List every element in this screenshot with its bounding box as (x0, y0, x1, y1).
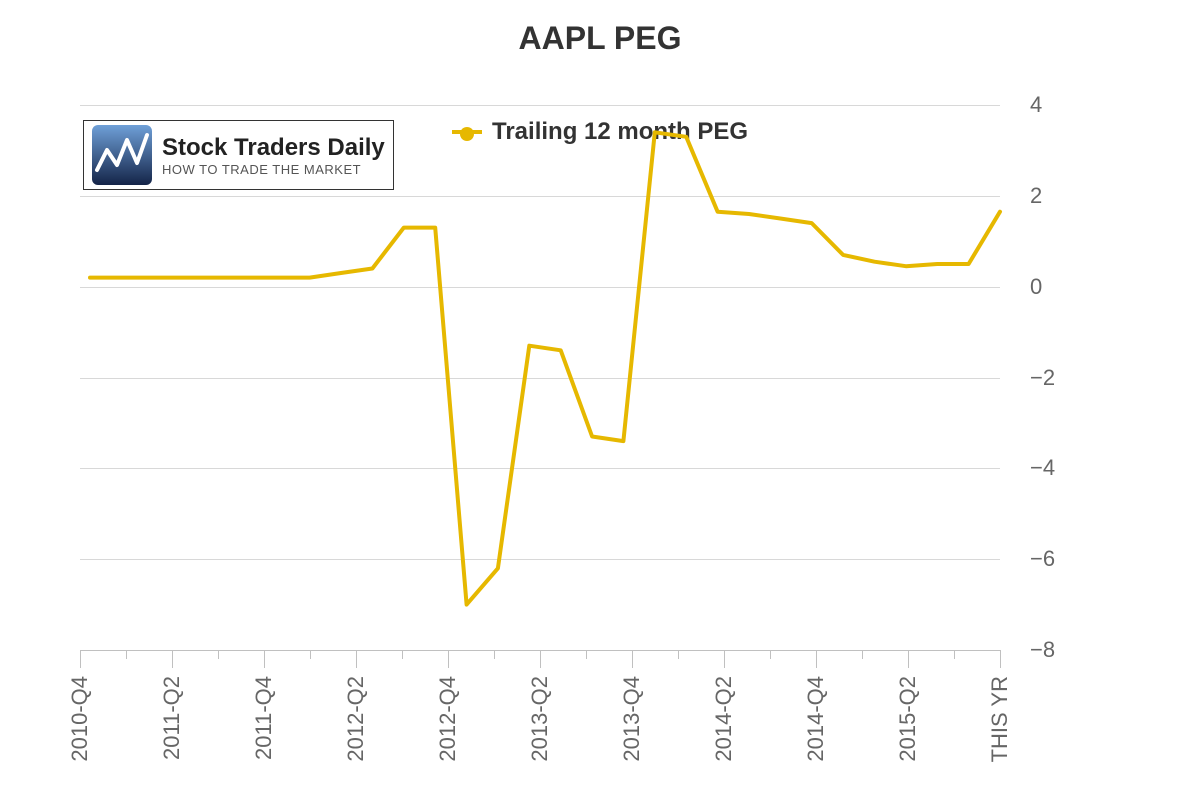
y-tick-label: −2 (1030, 365, 1055, 391)
x-tick-major (264, 650, 265, 668)
series-line-trailing-12m-peg (90, 132, 1000, 604)
y-tick-label: 0 (1030, 274, 1042, 300)
x-tick-label: 2012-Q2 (343, 676, 369, 762)
x-tick-minor (310, 650, 311, 659)
x-tick-minor (862, 650, 863, 659)
x-tick-minor (678, 650, 679, 659)
x-tick-major (816, 650, 817, 668)
x-tick-minor (218, 650, 219, 659)
x-tick-major (356, 650, 357, 668)
x-tick-label: 2014-Q4 (803, 676, 829, 762)
x-tick-label: 2012-Q4 (435, 676, 461, 762)
x-tick-major (80, 650, 81, 668)
x-tick-major (172, 650, 173, 668)
x-tick-minor (126, 650, 127, 659)
x-tick-label: 2013-Q2 (527, 676, 553, 762)
x-tick-label: 2011-Q4 (251, 676, 277, 760)
y-tick-label: 2 (1030, 183, 1042, 209)
y-tick-label: −4 (1030, 455, 1055, 481)
x-tick-major (540, 650, 541, 668)
x-tick-label: 2015-Q2 (895, 676, 921, 762)
line-series-svg (80, 105, 1000, 650)
x-tick-minor (770, 650, 771, 659)
x-tick-major (1000, 650, 1001, 668)
x-tick-major (724, 650, 725, 668)
y-tick-label: 4 (1030, 92, 1042, 118)
x-tick-minor (402, 650, 403, 659)
x-tick-major (448, 650, 449, 668)
plot-area (80, 105, 1000, 650)
chart-container: AAPL PEG 4 2 0 −2 −4 −6 −8 2010-Q4 2011-Q2 2011-Q… (0, 0, 1200, 800)
x-tick-label: 2014-Q2 (711, 676, 737, 762)
x-tick-minor (586, 650, 587, 659)
chart-title: AAPL PEG (0, 20, 1200, 57)
y-tick-label: −8 (1030, 637, 1055, 663)
x-tick-label: THIS YR (987, 676, 1013, 762)
y-tick-label: −6 (1030, 546, 1055, 572)
x-tick-label: 2010-Q4 (67, 676, 93, 762)
x-tick-minor (954, 650, 955, 659)
x-tick-major (632, 650, 633, 668)
x-tick-label: 2013-Q4 (619, 676, 645, 762)
x-tick-minor (494, 650, 495, 659)
x-tick-label: 2011-Q2 (159, 676, 185, 760)
x-tick-major (908, 650, 909, 668)
